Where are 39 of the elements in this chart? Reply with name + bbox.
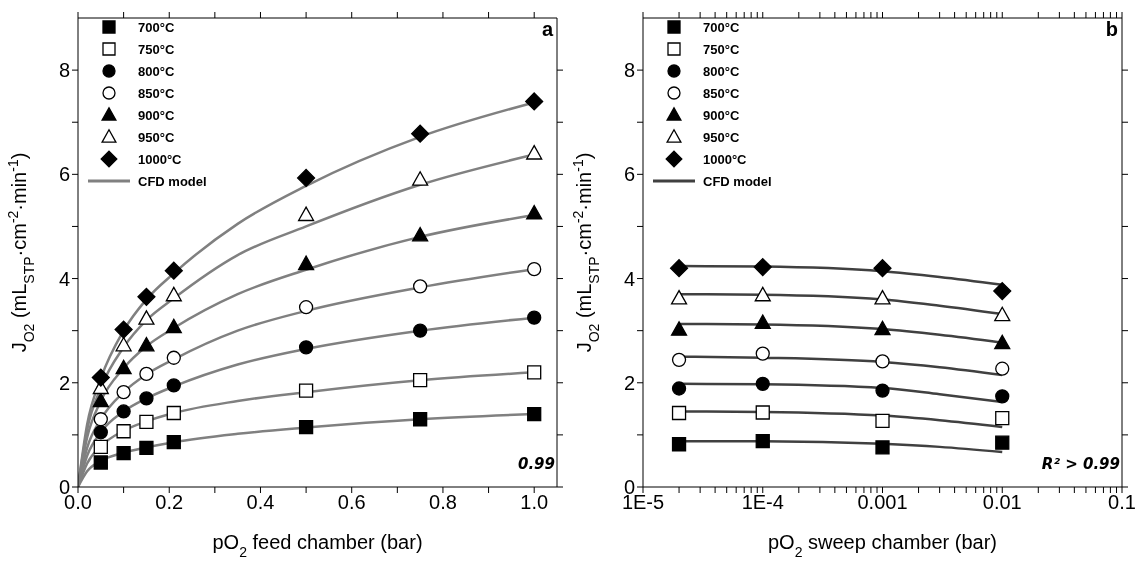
x-axis-title: pO$_{2}$ sweep chamber (bar)	[767, 531, 998, 560]
y-tick-label: 2	[58, 371, 70, 394]
y-tick-label: 4	[58, 267, 70, 290]
legend-label: 800°C	[138, 63, 175, 79]
x-tick-label: 0.2	[155, 491, 184, 514]
y-tick-label: 8	[623, 59, 635, 82]
y-tick-label: 6	[623, 163, 635, 186]
x-axis-title: pO$_{2}$ feed chamber (bar)	[212, 531, 423, 560]
legend-label: 950°C	[138, 129, 175, 145]
legend-label: 700°C	[138, 19, 175, 35]
legend-label: CFD model	[138, 173, 207, 189]
legend-label: 900°C	[703, 107, 740, 123]
legend-label: 950°C	[703, 129, 740, 145]
x-tick-label: 0.01	[982, 491, 1022, 514]
legend-label: 850°C	[703, 85, 740, 101]
legend-label: 700°C	[703, 19, 740, 35]
x-tick-label: 0.1	[1108, 491, 1136, 514]
x-tick-label: 0.001	[857, 491, 908, 514]
legend-label: CFD model	[703, 173, 772, 189]
annotation: a	[541, 18, 553, 41]
legend-label: 850°C	[138, 85, 175, 101]
legend-label: 1000°C	[138, 151, 182, 167]
x-tick-label: 0.8	[429, 491, 457, 514]
x-tick-label: 0.4	[246, 491, 275, 514]
y-tick-label: 2	[623, 371, 635, 394]
annotation: b	[1105, 18, 1118, 41]
y-tick-label: 8	[58, 59, 70, 82]
legend-label: 750°C	[138, 41, 175, 57]
legend-label: 900°C	[138, 107, 175, 123]
annotation: 0.99	[517, 455, 555, 473]
y-tick-label: 4	[623, 267, 635, 290]
x-tick-label: 1.0	[520, 491, 549, 514]
y-tick-label: 6	[58, 163, 70, 186]
legend-label: 750°C	[703, 41, 740, 57]
x-tick-label: 0.6	[337, 491, 366, 514]
legend-label: 1000°C	[703, 151, 747, 167]
annotation: R² > 0.99	[1041, 455, 1120, 473]
x-tick-label: 1E-4	[741, 491, 784, 514]
legend-label: 800°C	[703, 63, 740, 79]
